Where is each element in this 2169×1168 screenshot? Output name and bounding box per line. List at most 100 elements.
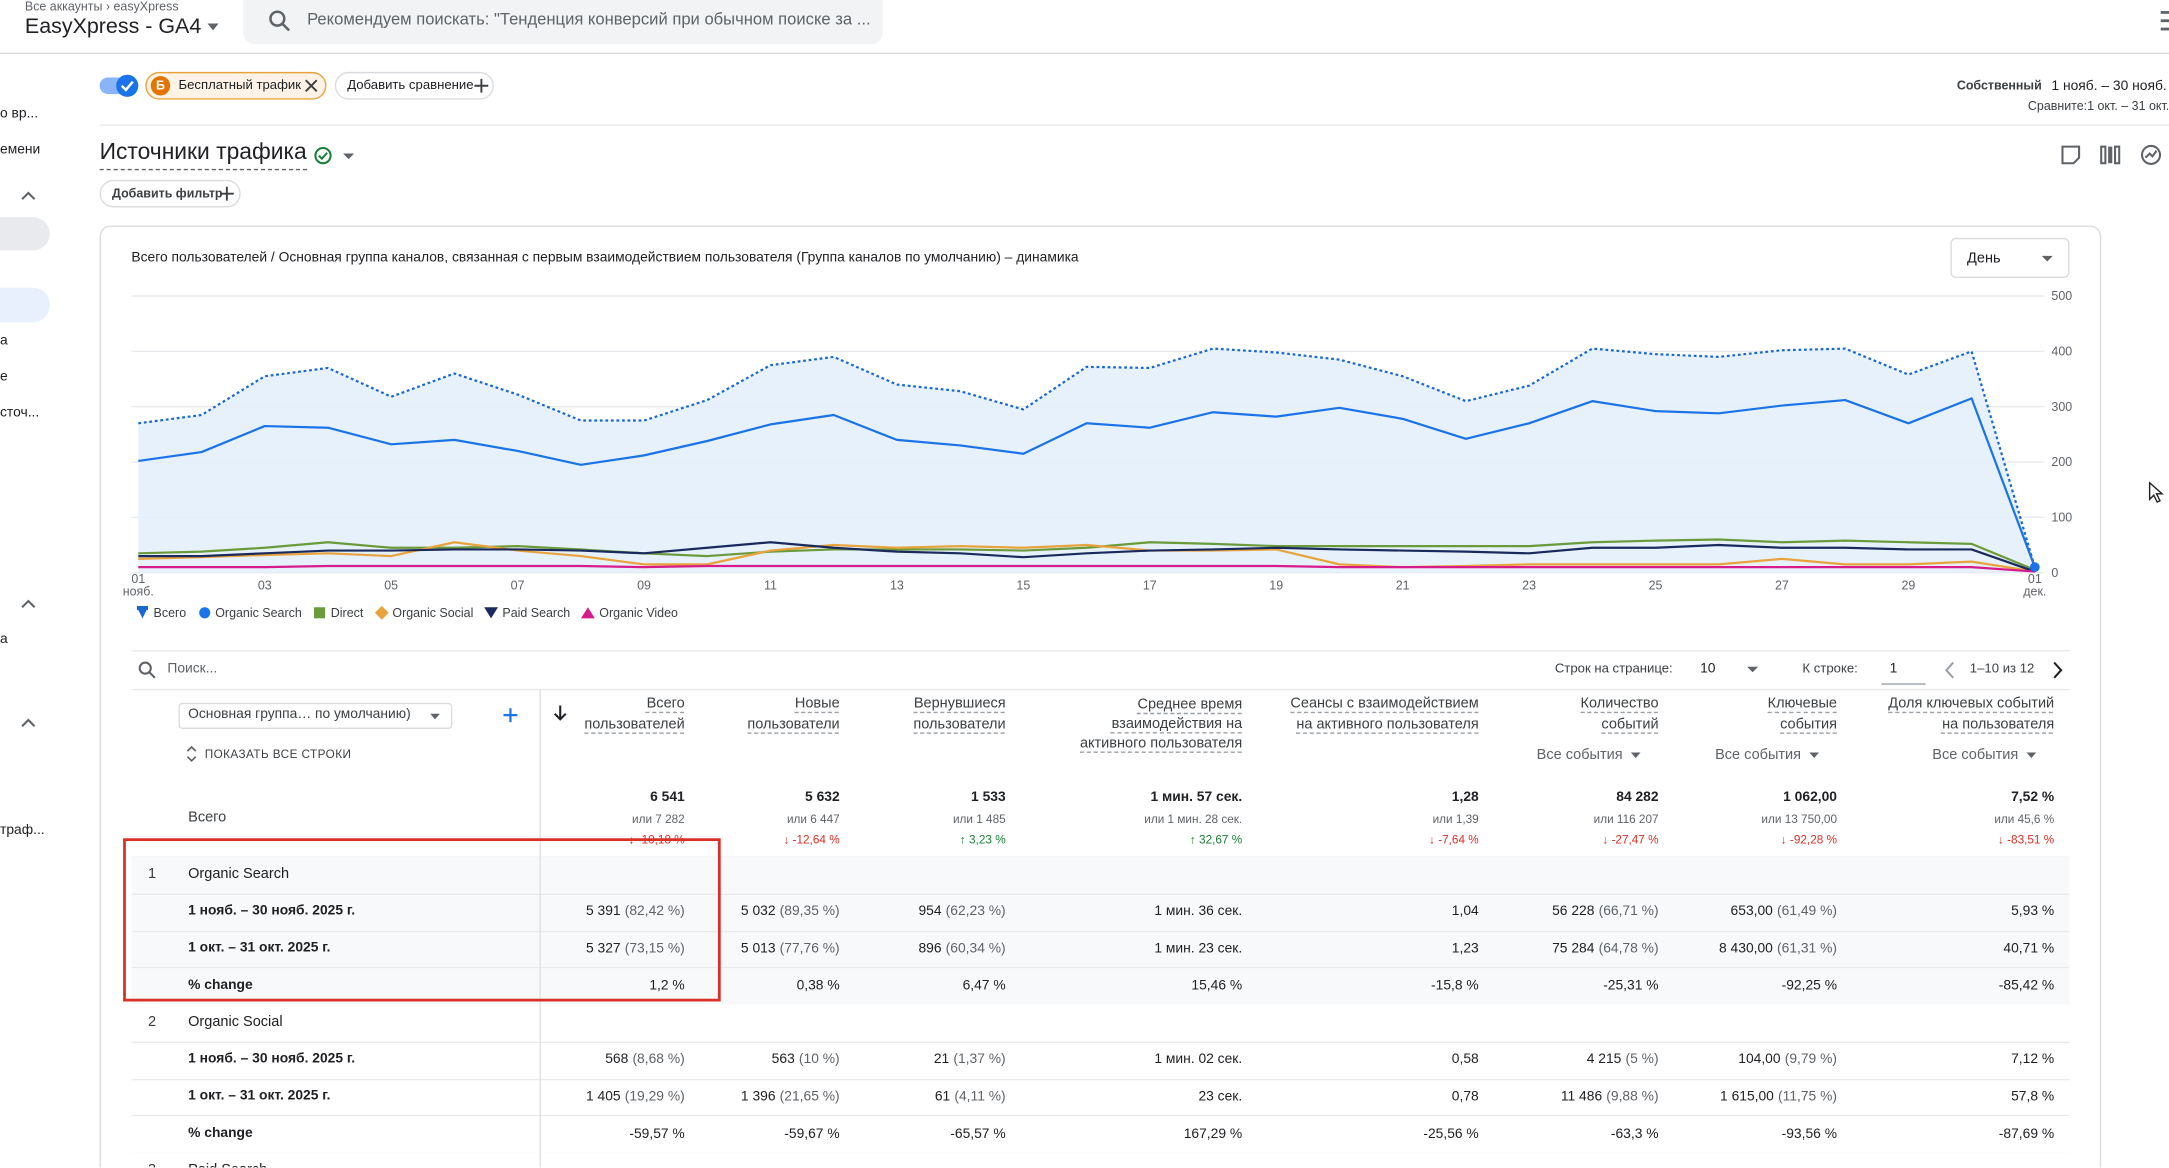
- y-tick-label: 400: [2051, 345, 2072, 359]
- cell-share: (73,15 %): [624, 941, 685, 957]
- column-header[interactable]: Количество событий: [1580, 694, 1659, 735]
- cell-share: (4,11 %): [954, 1089, 1006, 1105]
- sidebar-item[interactable]: траф...: [0, 823, 45, 839]
- add-comparison-button[interactable]: [334, 71, 494, 100]
- total-change: ↓ -27,47 %: [1602, 832, 1659, 847]
- sidebar-item[interactable]: а: [0, 333, 8, 349]
- x-tick-label: 01 дек.: [2023, 572, 2047, 599]
- sidebar-item[interactable]: о вр...: [0, 106, 39, 122]
- cell-value: 4 215: [1586, 1052, 1622, 1068]
- sidebar-chevron[interactable]: [21, 718, 36, 727]
- table-cell: 61 (4,11 %): [935, 1089, 1006, 1104]
- filter-caret[interactable]: [2026, 752, 2037, 759]
- x-tick-label: 07: [510, 578, 525, 593]
- table-cell: 23 сек.: [1198, 1089, 1242, 1104]
- legend-item[interactable]: Всего: [136, 605, 186, 620]
- column-header[interactable]: Среднее время взаимодействия на активног…: [1079, 694, 1243, 755]
- property-caret[interactable]: [207, 23, 219, 32]
- table-cell: 104,00 (9,79 %): [1738, 1052, 1837, 1067]
- legend-marker: [136, 605, 149, 619]
- total-value: 5 632: [805, 789, 840, 806]
- toggle-knob[interactable]: [116, 74, 139, 97]
- date-range[interactable]: 1 нояб. – 30 нояб.: [2051, 78, 2167, 95]
- column-filter[interactable]: Все события: [1536, 746, 1623, 764]
- segment-chip[interactable]: [145, 71, 327, 100]
- legend-item[interactable]: Direct: [313, 605, 364, 620]
- legend-item[interactable]: Organic Social: [374, 605, 473, 620]
- compare-icon[interactable]: [2100, 145, 2121, 165]
- sort-icon[interactable]: [553, 705, 567, 721]
- sidebar-item[interactable]: сточ...: [0, 405, 40, 421]
- cell-share: (89,35 %): [779, 904, 840, 920]
- property-name[interactable]: EasyXpress - GA4: [24, 14, 202, 39]
- cell-share: (60,34 %): [945, 941, 1006, 957]
- apps-icon[interactable]: [2160, 8, 2169, 33]
- go-to-input[interactable]: 1: [1889, 661, 1898, 677]
- prev-page[interactable]: [1944, 661, 1955, 679]
- column-header[interactable]: Вернувшиеся пользователи: [913, 694, 1006, 735]
- cell-share: (8,68 %): [632, 1052, 685, 1068]
- row-line: [131, 893, 2070, 895]
- sidebar-chevron[interactable]: [21, 191, 36, 200]
- table-cell: -63,3 %: [1611, 1126, 1659, 1141]
- cell-value: -59,67 %: [784, 1126, 840, 1142]
- legend-item[interactable]: Paid Search: [484, 606, 570, 620]
- search-box[interactable]: [243, 0, 883, 45]
- column-header[interactable]: Доля ключевых событий на пользователя: [1888, 694, 2055, 735]
- cell-value: 57,8 %: [2011, 1089, 2055, 1105]
- column-header[interactable]: Сеансы с взаимодействием на активного по…: [1290, 694, 1479, 735]
- total-compare: или 13 750,00: [1761, 811, 1838, 826]
- search-placeholder: Рекомендуем поискать: "Тенденция конверс…: [307, 9, 871, 29]
- sidebar-chevron[interactable]: [21, 599, 36, 608]
- header-border: [0, 52, 2169, 54]
- total-change: ↓ -83,51 %: [1997, 832, 2055, 847]
- total-compare: или 1 485: [952, 811, 1006, 826]
- sidebar-item[interactable]: а: [0, 632, 8, 648]
- group-row: [131, 856, 2070, 894]
- segment-remove[interactable]: [305, 79, 318, 92]
- add-dimension[interactable]: [503, 708, 518, 723]
- table-cell: 0,58: [1452, 1052, 1479, 1067]
- total-value: 7,52 %: [2011, 789, 2055, 806]
- share-icon[interactable]: [2061, 145, 2081, 165]
- table-cell: 1,2 %: [649, 978, 684, 993]
- cell-share: (82,42 %): [624, 904, 685, 920]
- show-all-rows[interactable]: ПОКАЗАТЬ ВСЕ СТРОКИ: [204, 746, 352, 761]
- column-filter[interactable]: Все события: [1715, 746, 1802, 764]
- add-filter-button[interactable]: [99, 179, 241, 208]
- title-caret[interactable]: [343, 153, 355, 161]
- column-header[interactable]: Всего пользователей: [584, 694, 685, 735]
- total-value: 1 062,00: [1783, 789, 1838, 806]
- cell-value: 61: [934, 1089, 951, 1105]
- breadcrumb: Все аккаунты › easyXpress: [24, 0, 179, 14]
- cell-value: 1 мин. 36 сек.: [1154, 904, 1243, 920]
- sidebar-selected[interactable]: [0, 287, 50, 323]
- table-cell: 8 430,00 (61,31 %): [1719, 941, 1837, 956]
- segment-badge: Б: [155, 78, 165, 93]
- legend-item[interactable]: Organic Search: [197, 606, 302, 620]
- table-cell: 0,78: [1452, 1089, 1479, 1104]
- cell-share: (64,78 %): [1598, 941, 1659, 957]
- cell-value: 56 228: [1552, 904, 1595, 920]
- legend-label: Direct: [330, 605, 364, 620]
- table-search[interactable]: Поиск...: [167, 661, 218, 677]
- next-page[interactable]: [2053, 661, 2063, 679]
- column-filter[interactable]: Все события: [1932, 746, 2019, 764]
- table-cell: -59,67 %: [784, 1126, 839, 1141]
- granularity-select[interactable]: [1950, 237, 2070, 279]
- sidebar-item[interactable]: е: [0, 369, 8, 385]
- legend-item[interactable]: Organic Video: [581, 606, 678, 620]
- x-tick-label: 01 нояб.: [122, 572, 154, 599]
- cell-value: 568: [605, 1052, 629, 1068]
- insights-icon[interactable]: [2140, 144, 2162, 166]
- dimension-select[interactable]: [178, 702, 453, 729]
- table-row: [131, 894, 2070, 931]
- filter-caret[interactable]: [1630, 752, 1641, 759]
- column-header[interactable]: Новые пользователи: [747, 694, 840, 735]
- rows-caret[interactable]: [1747, 666, 1759, 674]
- rows-per-page[interactable]: 10: [1700, 661, 1716, 677]
- column-header[interactable]: Ключевые события: [1767, 694, 1838, 735]
- filter-caret[interactable]: [1809, 752, 1820, 759]
- sidebar-item[interactable]: емени: [0, 142, 41, 158]
